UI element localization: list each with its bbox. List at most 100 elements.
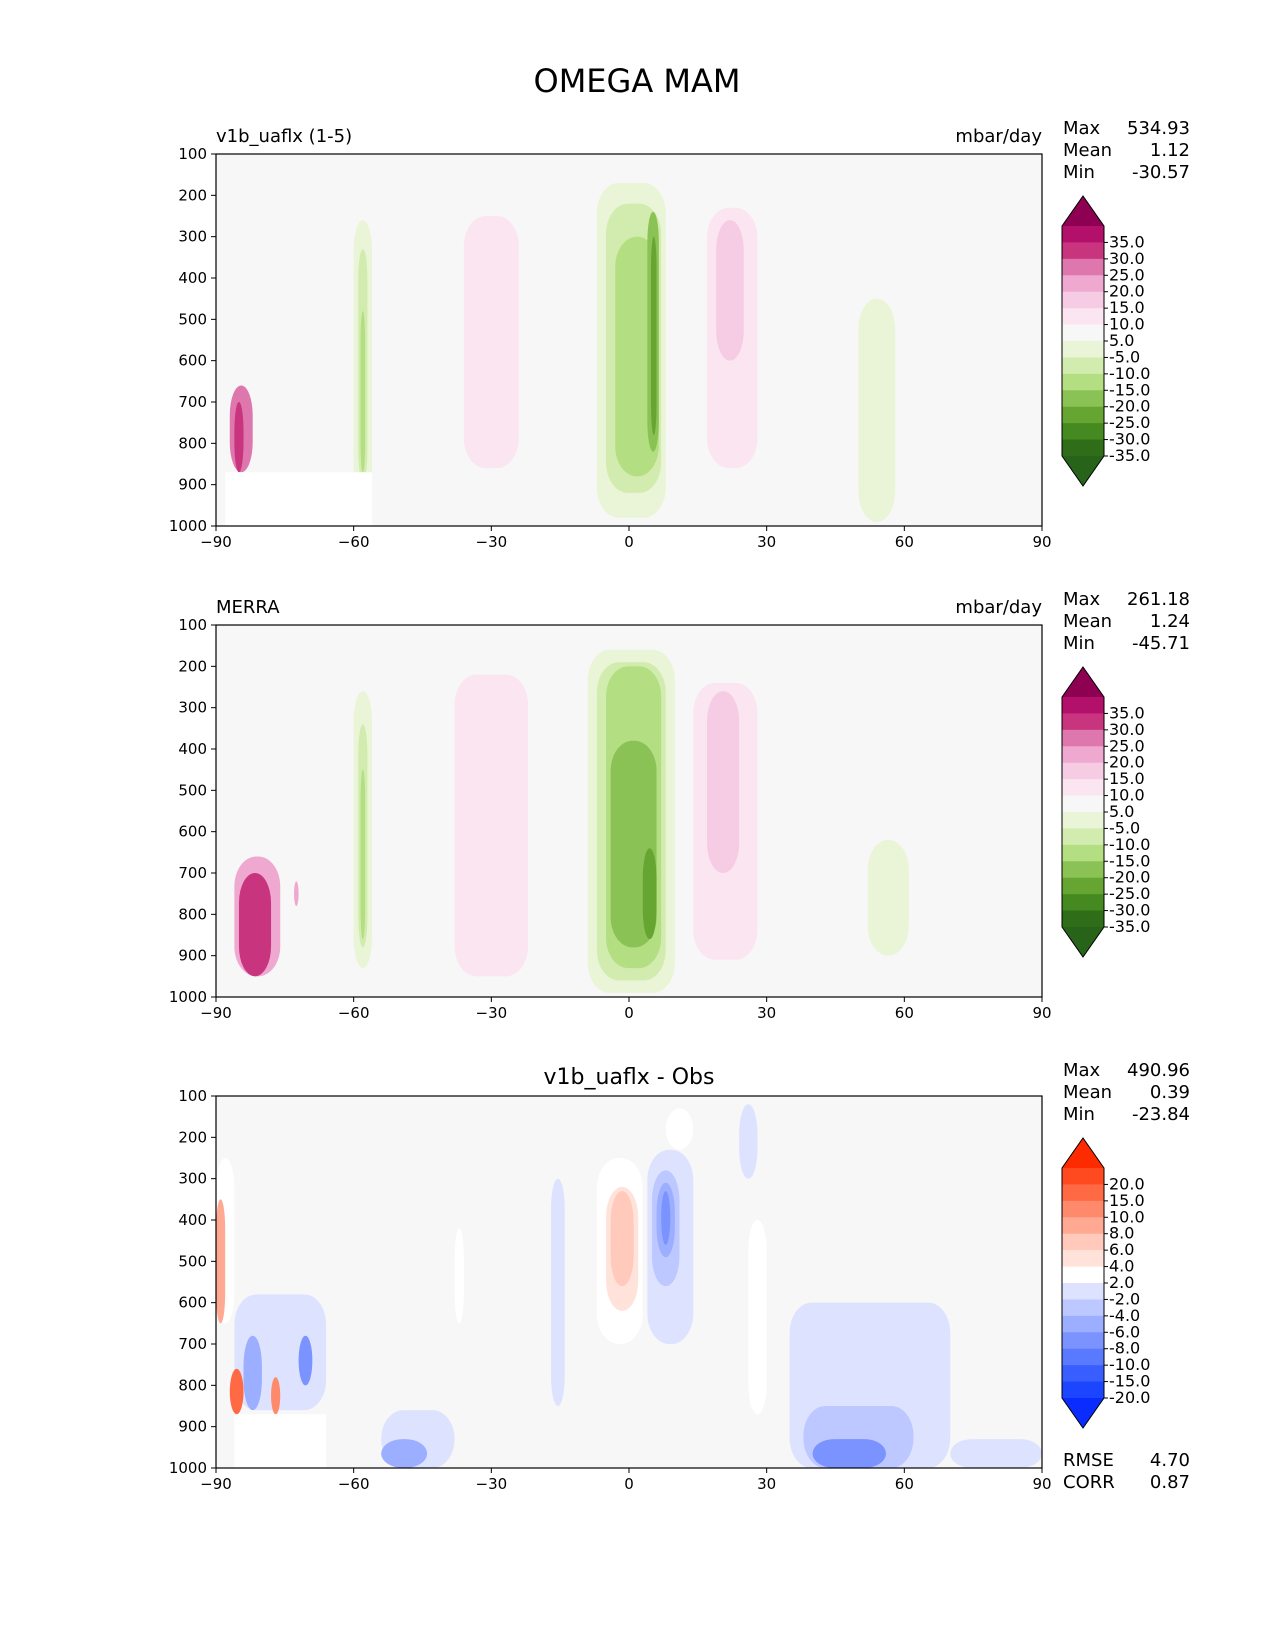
contour-region-18 (867, 839, 909, 956)
contour-region-17 (858, 298, 896, 522)
contour-region-22 (454, 1228, 464, 1324)
colorbar-segment (1062, 1200, 1104, 1218)
colorbar-extend-top (1062, 196, 1104, 226)
contour-region-21 (950, 1439, 1042, 1468)
y-tick-label: 800 (178, 905, 207, 923)
x-tick-label: 60 (895, 1004, 914, 1022)
y-tick-label: 500 (178, 1252, 207, 1270)
colorbar-segment (1062, 729, 1104, 747)
colorbar-label: -30.0 (1109, 430, 1150, 449)
stat-label: CORR (1063, 1472, 1115, 1493)
contour-region-18 (1005, 319, 1024, 473)
colorbar-segment (1062, 762, 1104, 780)
colorbar: 35.030.025.020.015.010.05.0-5.0-10.0-15.… (1061, 666, 1150, 958)
colorbar-label: 8.0 (1109, 1224, 1134, 1243)
colorbar-segment (1062, 1283, 1104, 1300)
x-tick-label: 90 (1032, 1004, 1051, 1022)
stat-label: Min (1063, 162, 1095, 183)
colorbar-segment (1062, 1299, 1104, 1317)
colorbar-segment (1062, 795, 1104, 813)
x-tick-label: −30 (476, 1475, 508, 1493)
contour-region-3 (360, 311, 366, 473)
colorbar-segment (1062, 406, 1104, 424)
units-label: mbar/day (955, 597, 1042, 618)
contour-region-17 (294, 881, 299, 907)
colorbar-segment (1062, 390, 1104, 408)
x-tick-label: 30 (757, 1475, 776, 1493)
y-tick-label: 200 (178, 657, 207, 675)
panel-2: −90 −60 −30 0 30 60 90 100 200 300 400 500 600 700 800… (169, 589, 1190, 1022)
colorbar-label: -15.0 (1109, 380, 1150, 399)
colorbar-label: -10.0 (1109, 364, 1150, 383)
x-tick-label: 0 (624, 1004, 634, 1022)
missing-data-mask (225, 472, 373, 526)
panel-title: v1b_uaflx (1-5) (216, 126, 352, 147)
colorbar-label: -5.0 (1109, 818, 1140, 837)
panel-title: v1b_uaflx - Obs (544, 1065, 715, 1090)
colorbar-extend-top (1062, 667, 1104, 697)
colorbar-label: 20.0 (1109, 1174, 1145, 1193)
contour-region-3 (360, 769, 366, 940)
colorbar-label: -20.0 (1109, 1388, 1150, 1407)
x-tick-label: 30 (757, 533, 776, 551)
colorbar-segment (1062, 1348, 1104, 1366)
colorbar-extend-top (1062, 1138, 1104, 1168)
colorbar-label: 5.0 (1109, 331, 1134, 350)
colorbar-label: -30.0 (1109, 901, 1150, 920)
colorbar-label: -10.0 (1109, 1355, 1150, 1374)
y-tick-label: 700 (178, 393, 207, 411)
stat-value: 1.24 (1150, 611, 1190, 632)
colorbar-segment (1062, 861, 1104, 879)
colorbar-label: 2.0 (1109, 1273, 1134, 1292)
stat-value: 0.39 (1150, 1082, 1190, 1103)
contour-region-3 (610, 1191, 634, 1287)
y-tick-label: 300 (178, 1170, 207, 1188)
colorbar-label: -20.0 (1109, 397, 1150, 416)
x-tick-label: −30 (476, 533, 508, 551)
x-tick-label: −60 (338, 1475, 370, 1493)
y-tick-label: 500 (178, 781, 207, 799)
colorbar-segment (1062, 1184, 1104, 1202)
colorbar-segment (1062, 1266, 1104, 1284)
y-tick-label: 100 (178, 1087, 207, 1105)
y-tick-label: 100 (178, 145, 207, 163)
colorbar-segment (1062, 1250, 1104, 1268)
colorbar-label: -25.0 (1109, 884, 1150, 903)
y-tick-label: 900 (178, 476, 207, 494)
stat-value: 0.87 (1150, 1472, 1190, 1493)
x-tick-label: 60 (895, 533, 914, 551)
contour-region-25 (739, 1104, 758, 1179)
colorbar-label: 6.0 (1109, 1240, 1134, 1259)
colorbar-label: -6.0 (1109, 1322, 1140, 1341)
stat-value: -45.71 (1132, 633, 1190, 654)
colorbar-label: -5.0 (1109, 347, 1140, 366)
colorbar-segment (1062, 697, 1104, 714)
contour-region-17 (381, 1439, 428, 1468)
colorbar-label: 10.0 (1109, 315, 1145, 334)
colorbar-label: 25.0 (1109, 265, 1145, 284)
colorbar-extend-bottom (1062, 456, 1104, 486)
contour-region-10 (651, 236, 657, 436)
panel-1: −90 −60 −30 0 30 60 90 100 200 300 400 500 600 700 800… (169, 118, 1190, 551)
contour-region-16 (238, 873, 272, 977)
colorbar-segment (1062, 258, 1104, 276)
x-tick-label: 0 (624, 533, 634, 551)
colorbar-label: 35.0 (1109, 703, 1145, 722)
colorbar-label: -4.0 (1109, 1306, 1140, 1325)
contour-region-14 (229, 1368, 244, 1415)
colorbar-segment (1062, 1168, 1104, 1185)
contour-region-19 (986, 715, 1042, 981)
colorbar-segment (1062, 812, 1104, 829)
contour-region-10 (216, 1199, 226, 1324)
colorbar-segment (1062, 291, 1104, 309)
colorbar-label: -35.0 (1109, 446, 1150, 465)
colorbar-segment (1062, 1381, 1104, 1399)
colorbar-label: 25.0 (1109, 736, 1145, 755)
colorbar-label: -35.0 (1109, 917, 1150, 936)
colorbar-segment (1062, 226, 1104, 243)
colorbar-segment (1062, 275, 1104, 293)
y-tick-label: 200 (178, 186, 207, 204)
x-tick-label: 0 (624, 1475, 634, 1493)
y-tick-label: 900 (178, 947, 207, 965)
stat-label: Min (1063, 1104, 1095, 1125)
